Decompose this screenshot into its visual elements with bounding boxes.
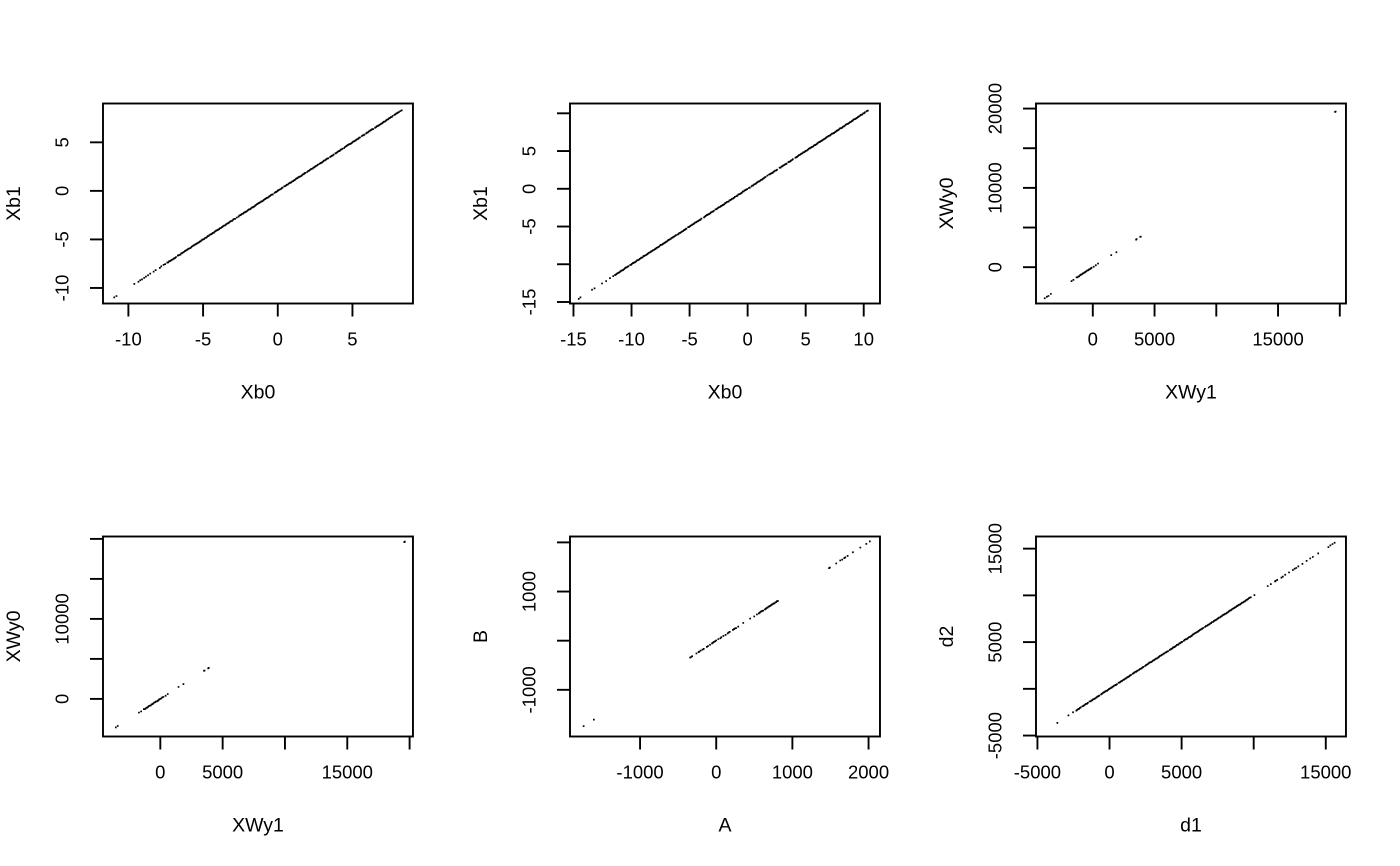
- plot-box: [568, 535, 881, 738]
- x-tick-label: 0: [1088, 328, 1098, 349]
- data-points: [113, 109, 403, 299]
- y-tick-label: 5: [518, 146, 539, 156]
- y-axis-label: Xb1: [3, 186, 25, 221]
- y-tick-label: 20000: [985, 83, 1006, 134]
- x-tick-label: 15000: [322, 761, 373, 782]
- scatter-panel-xb1-vs-xb0-b: -15 -10 -5 0 5 10 5 0 -5 -15 Xb0 Xb1: [470, 102, 881, 404]
- scatter-panel-xb1-vs-xb0-a: -10 -5 0 5 5 0 -5 -10 Xb0 Xb1: [3, 102, 414, 404]
- y-tick-label: 10000: [985, 162, 1006, 213]
- x-tick-label: 15000: [1253, 328, 1304, 349]
- y-tick-label: 0: [51, 186, 72, 196]
- x-axis-label: XWy1: [1165, 381, 1217, 403]
- data-points: [577, 109, 869, 300]
- x-tick-label: -15: [560, 328, 587, 349]
- y-tick-label: 5: [51, 137, 72, 147]
- x-axis-label: Xb0: [707, 381, 742, 403]
- scatter-panel-d2-vs-d1: -5000 0 5000 15000 15000 5000 -5000 d1 d2: [936, 523, 1351, 837]
- plot-box: [102, 102, 414, 305]
- x-tick-label: -5000: [1014, 761, 1061, 782]
- x-tick-label: 10: [853, 328, 874, 349]
- plot-box: [1035, 102, 1348, 305]
- x-tick-label: -10: [618, 328, 645, 349]
- y-tick-label: -1000: [518, 666, 539, 713]
- x-tick-label: 0: [711, 761, 721, 782]
- y-axis-label: d2: [936, 626, 958, 648]
- y-axis-label: XWy0: [3, 610, 25, 662]
- x-axis-label: XWy1: [232, 814, 284, 836]
- x-tick-label: 15000: [1300, 761, 1351, 782]
- plot-box: [568, 102, 881, 305]
- x-axis-label: d1: [1180, 814, 1202, 836]
- x-tick-label: -10: [115, 328, 142, 349]
- x-tick-label: -5: [195, 328, 211, 349]
- scatter-panel-xwy0-vs-xwy1-a: 0 5000 15000 20000 10000 0 XWy1 XWy0: [936, 83, 1348, 404]
- x-tick-label: 5000: [1134, 328, 1175, 349]
- x-tick-label: 0: [273, 328, 283, 349]
- x-tick-label: 5: [347, 328, 357, 349]
- x-tick-label: 0: [155, 761, 165, 782]
- data-points: [1044, 110, 1337, 300]
- data-points: [114, 540, 406, 729]
- y-tick-label: 0: [51, 694, 72, 704]
- x-axis-label: A: [718, 814, 731, 836]
- x-tick-label: -1000: [616, 761, 663, 782]
- data-points: [1056, 541, 1336, 724]
- y-tick-label: 15000: [985, 523, 1006, 574]
- x-tick-label: 1000: [771, 761, 812, 782]
- y-tick-label: 0: [518, 184, 539, 194]
- data-points: [582, 540, 871, 727]
- y-tick-label: 1000: [518, 571, 539, 612]
- x-tick-label: 2000: [848, 761, 889, 782]
- y-tick-label: 5000: [985, 622, 1006, 663]
- x-tick-label: 0: [742, 328, 752, 349]
- y-tick-label: 0: [985, 262, 1006, 272]
- scatter-panel-b-vs-a: -1000 0 1000 2000 1000 -1000 A B: [470, 535, 889, 837]
- y-tick-label: -10: [51, 275, 72, 302]
- y-tick-label: -5: [51, 231, 72, 247]
- x-tick-label: 5: [800, 328, 810, 349]
- y-tick-label: -5000: [985, 712, 1006, 759]
- x-tick-label: 0: [1105, 761, 1115, 782]
- y-axis-label: Xb1: [470, 186, 492, 221]
- x-tick-label: -5: [681, 328, 697, 349]
- y-tick-label: 10000: [51, 593, 72, 644]
- x-tick-label: 5000: [1161, 761, 1202, 782]
- plot-box: [1035, 535, 1348, 738]
- plot-box: [102, 535, 414, 738]
- x-axis-label: Xb0: [241, 381, 276, 403]
- y-tick-label: -5: [518, 218, 539, 234]
- x-tick-label: 5000: [202, 761, 243, 782]
- scatter-panel-xwy0-vs-xwy1-b: 0 5000 15000 10000 0 XWy1 XWy0: [3, 535, 414, 837]
- y-tick-label: -15: [518, 289, 539, 316]
- y-axis-label: B: [470, 630, 492, 643]
- y-axis-label: XWy0: [936, 177, 958, 229]
